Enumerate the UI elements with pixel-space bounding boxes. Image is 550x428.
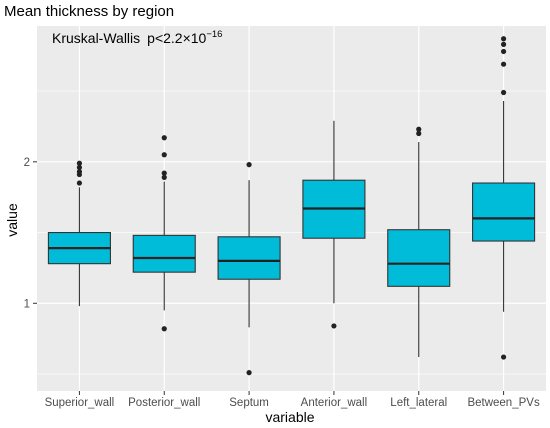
box-superior-wall — [47, 160, 111, 307]
p-value-exponent: −16 — [206, 29, 222, 40]
outlier-point — [416, 126, 422, 132]
iqr-box — [472, 182, 536, 242]
outlier-point — [76, 160, 83, 166]
iqr-box — [387, 229, 451, 287]
box-layer — [47, 36, 536, 376]
box-left-lateral — [387, 126, 451, 358]
chart-title: Mean thickness by region — [4, 3, 174, 20]
box-septum — [217, 162, 281, 376]
plot-panel — [37, 26, 546, 391]
outlier-point — [161, 326, 167, 332]
x-tick-label: Septum — [229, 397, 269, 409]
outlier-point — [500, 36, 507, 42]
outlier-point — [76, 180, 83, 186]
outlier-point — [500, 354, 507, 360]
x-tick-label: Anterior_wall — [301, 397, 367, 409]
y-tick-label: 1 — [24, 298, 30, 310]
test-annotation: Kruskal-Wallis p<2.2×10−16 — [52, 29, 222, 46]
box-between-pvs — [472, 36, 536, 360]
x-tick-label: Left_lateral — [390, 397, 447, 409]
outlier-point — [76, 164, 83, 171]
outlier-point — [331, 323, 337, 329]
box-posterior-wall — [132, 135, 196, 332]
iqr-box — [217, 236, 281, 280]
test-method: Kruskal-Wallis — [52, 30, 140, 46]
outlier-point — [500, 61, 507, 67]
x-axis-ticks: Superior_wall Posterior_wall Septum Anterio… — [45, 391, 540, 409]
x-tick-label: Posterior_wall — [128, 397, 200, 409]
outlier-point — [161, 174, 167, 180]
outlier-point — [416, 130, 422, 137]
p-value-prefix: p<2.2×10 — [147, 30, 206, 46]
outlier-point — [161, 170, 167, 176]
outlier-point — [76, 169, 83, 175]
outlier-point — [500, 41, 507, 47]
x-axis-label: variable — [265, 409, 314, 425]
iqr-box — [132, 234, 196, 273]
x-tick-label: Between_PVs — [467, 397, 539, 409]
outlier-point — [161, 135, 167, 141]
box-anterior-wall — [302, 120, 366, 329]
outlier-point — [500, 89, 507, 96]
x-tick-label: Superior_wall — [45, 397, 115, 409]
outlier-point — [161, 152, 167, 158]
outlier-point — [246, 370, 252, 376]
y-tick-label: 2 — [24, 157, 30, 169]
y-axis-ticks: 12 — [24, 157, 37, 310]
y-axis-label: value — [4, 203, 20, 237]
outlier-point — [500, 48, 507, 55]
outlier-point — [246, 162, 252, 168]
